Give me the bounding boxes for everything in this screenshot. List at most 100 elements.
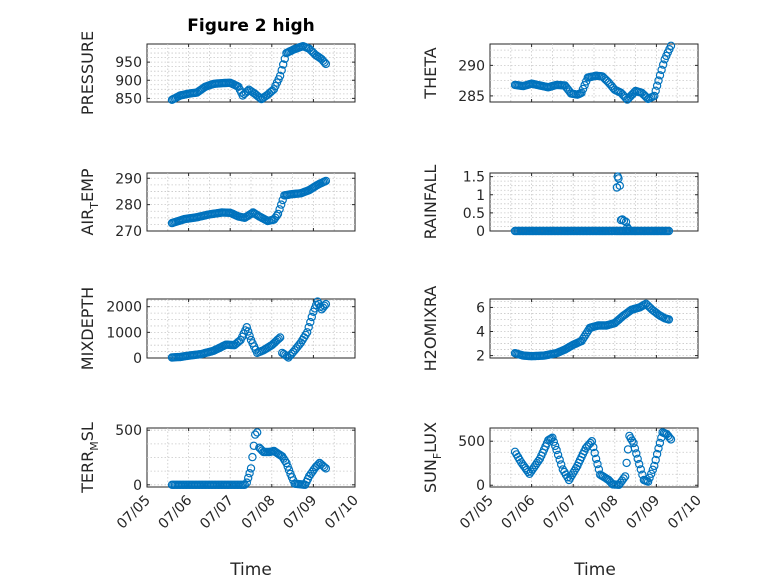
data-point <box>275 71 285 81</box>
subplot-h2omixra: 2 4 6 H2OMIXRA <box>421 286 699 372</box>
data-point <box>307 312 316 322</box>
data-point <box>555 455 564 464</box>
x-tick-label: 07/05 <box>114 493 154 533</box>
y-axis-label: TERRMSL <box>78 422 101 494</box>
data-point <box>630 444 640 453</box>
data-point <box>578 334 588 344</box>
data-point <box>580 332 589 341</box>
y-tick-label: 850 <box>115 91 142 107</box>
subplot-pressure: 850 900 950 PRESSURE <box>78 31 356 115</box>
x-tick-label: 07/07 <box>540 493 580 533</box>
x-tick-label: 07/05 <box>457 493 497 533</box>
data-point <box>648 465 658 474</box>
data-point <box>627 91 636 100</box>
data-point <box>321 464 331 473</box>
data-point <box>277 200 286 209</box>
data-point <box>636 465 646 474</box>
data-point <box>664 226 674 236</box>
data-point <box>664 315 674 324</box>
data-point <box>635 459 644 469</box>
data-point <box>651 455 660 465</box>
y-axis-label: H2OMIXRA <box>421 286 440 372</box>
y-tick-label: 0 <box>476 478 485 494</box>
data-point <box>655 438 665 448</box>
data-point <box>632 449 641 458</box>
data-series <box>167 297 331 362</box>
data-point <box>240 480 249 489</box>
y-axis-label: SUNFLUX <box>421 422 444 493</box>
data-point <box>647 469 656 478</box>
y-tick-label: 950 <box>115 55 142 71</box>
data-point <box>320 58 329 67</box>
data-point <box>581 330 590 339</box>
data-point <box>552 445 561 455</box>
y-tick-label: 280 <box>115 198 142 214</box>
data-point <box>591 454 601 463</box>
figure-title: Figure 2 high <box>187 16 315 36</box>
data-point <box>273 209 283 219</box>
x-tick-label: 07/08 <box>239 493 279 533</box>
x-tick-label: 07/09 <box>280 493 320 533</box>
data-point <box>242 478 251 487</box>
subplot-theta: 285 290 THETA <box>421 41 699 105</box>
subplot-terr: 07/05 07/06 07/07 07/08 07/09 07/10 0 500 TERRMS… <box>78 422 362 532</box>
y-tick-label: 290 <box>458 58 485 74</box>
data-point <box>590 448 599 458</box>
data-point <box>651 86 660 96</box>
data-series <box>510 299 674 361</box>
data-point <box>282 458 291 468</box>
data-series <box>510 41 676 104</box>
data-point <box>655 71 665 80</box>
data-point <box>652 449 662 459</box>
data-point <box>666 41 676 51</box>
data-series <box>510 428 676 489</box>
y-tick-label: 2 <box>476 349 485 365</box>
y-tick-label: 0 <box>476 224 485 240</box>
data-point <box>580 80 589 90</box>
data-point <box>622 458 631 468</box>
x-tick-label: 07/07 <box>197 493 237 533</box>
data-point <box>551 441 560 451</box>
data-point <box>242 323 251 332</box>
data-point <box>279 60 288 69</box>
data-point <box>548 433 557 442</box>
data-point <box>577 336 586 346</box>
x-tick-label: 07/10 <box>665 493 705 533</box>
data-point <box>645 473 654 482</box>
x-tick-label: 07/06 <box>499 492 539 532</box>
y-tick-label: 1000 <box>106 325 142 341</box>
data-point <box>549 437 559 446</box>
y-tick-label: 1.5 <box>463 170 485 186</box>
data-series <box>167 176 331 228</box>
data-point <box>320 462 329 472</box>
data-point <box>275 205 284 214</box>
data-point <box>321 59 331 69</box>
data-point <box>316 53 325 63</box>
data-point <box>619 474 628 483</box>
y-tick-label: 0.5 <box>463 206 485 222</box>
data-point <box>652 81 662 90</box>
y-tick-label: 0 <box>133 351 142 367</box>
data-point <box>654 444 663 453</box>
data-point <box>321 176 331 186</box>
x-axis-label-left: Time <box>229 560 272 580</box>
y-tick-label: 0 <box>133 478 142 494</box>
x-tick-label: 07/10 <box>322 493 362 533</box>
data-point <box>650 461 659 471</box>
y-axis-label: AIRTEMP <box>78 168 101 235</box>
data-point <box>282 352 292 361</box>
data-point <box>643 477 653 486</box>
y-tick-label: 290 <box>115 171 142 187</box>
data-point <box>665 433 674 442</box>
subplot-rainfall: 0 0.5 1 1.5 RAINFALL <box>421 165 699 240</box>
data-point <box>255 443 264 452</box>
y-tick-label: 1 <box>476 188 485 204</box>
data-point <box>275 333 285 342</box>
y-axis-label: MIXDEPTH <box>78 287 97 370</box>
y-tick-label: 2000 <box>106 300 142 316</box>
data-point <box>248 452 257 462</box>
data-point <box>657 65 666 75</box>
data-point <box>529 463 539 472</box>
data-series <box>167 428 331 489</box>
